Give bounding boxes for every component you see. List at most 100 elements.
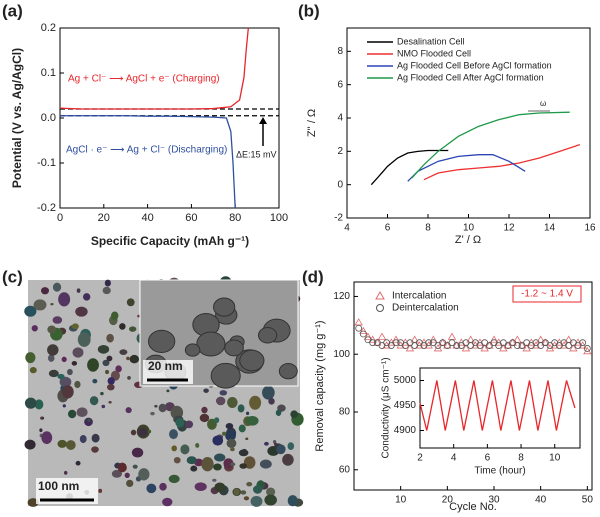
x-tick-label: 20 [442,495,454,506]
particle [41,431,53,445]
y-tick-label: 4 [337,113,343,124]
particle [72,347,84,358]
point [569,344,578,352]
particle [39,428,43,433]
particle [173,456,181,464]
particle [89,396,99,406]
particle [105,369,109,375]
particle [57,439,67,448]
particle [97,345,110,354]
particle [214,417,220,424]
point [583,345,591,352]
particle [74,380,81,389]
particle [67,368,73,376]
particle [225,422,234,430]
x-tick-label: 30 [488,495,500,506]
particle [126,356,130,361]
legend-swatch [375,290,385,300]
particle [75,306,88,317]
particle [214,453,226,462]
particle [147,329,176,354]
point [433,344,443,352]
particle [67,409,77,419]
particle [262,385,275,400]
point [461,344,471,352]
point [354,318,363,326]
particle [275,409,282,416]
particle [104,279,111,287]
particle [238,449,249,457]
scale-label: 100 nm [38,479,79,493]
point [425,339,433,347]
x-tick-label: 6 [385,223,391,234]
particle [100,391,104,396]
point [391,335,401,343]
particle [27,498,39,507]
particle [225,430,236,441]
annotation: AgCl · e⁻ ⟶ Ag + Cl⁻ (Discharging) [66,145,227,156]
particle [273,440,277,444]
particle [24,439,36,450]
particle [212,478,217,482]
particle [196,331,226,357]
particle [237,404,245,413]
particle [59,376,72,388]
x-tick-label: 60 [185,212,197,224]
particle [82,293,91,301]
particle [52,316,63,324]
x-tick-label: 80 [229,212,241,224]
particle [246,482,253,487]
y-tick-label: 5000 [394,375,417,386]
particle [190,465,198,472]
particle [210,362,241,389]
particle [34,399,44,410]
particle [252,485,263,494]
particle [29,367,37,374]
point [513,342,521,349]
particle [102,359,110,367]
particle [249,395,262,410]
particle [71,361,78,366]
particle [246,411,250,416]
x-tick-label: 10 [463,223,475,234]
particle [186,456,197,465]
particle [87,418,91,422]
legend-label: NMO Flooded Cell [397,48,471,58]
particle [126,479,134,488]
x-axis-label: Cycle No. [449,501,497,513]
x-tick-label: 40 [535,495,547,506]
particle [282,453,294,466]
particle [115,365,122,373]
particle [230,447,235,452]
particle [168,474,180,484]
y-axis-label: Potential (V vs. Ag/AgCl) [10,48,24,188]
particle [76,288,81,293]
x-tick-label: 6 [485,453,491,464]
particle [266,487,276,497]
point [579,339,587,347]
point [377,332,387,340]
particle [106,355,113,362]
particle [154,404,158,408]
point [369,339,377,347]
plot-frame [353,281,593,491]
x-tick-label: 10 [395,495,407,506]
particle [92,378,98,384]
particle [233,488,240,496]
particle [195,443,200,448]
particle [245,437,249,441]
particle [110,311,119,320]
point [410,335,419,343]
legend-label: Desalination Cell [397,36,465,46]
particle [180,444,190,455]
particle [119,349,128,355]
particle [276,444,286,455]
point [405,344,415,352]
point [536,335,545,343]
particle [213,463,222,471]
panel-label: (a) [2,1,23,20]
particle [215,396,226,406]
particle [240,490,247,495]
particle [87,358,99,372]
